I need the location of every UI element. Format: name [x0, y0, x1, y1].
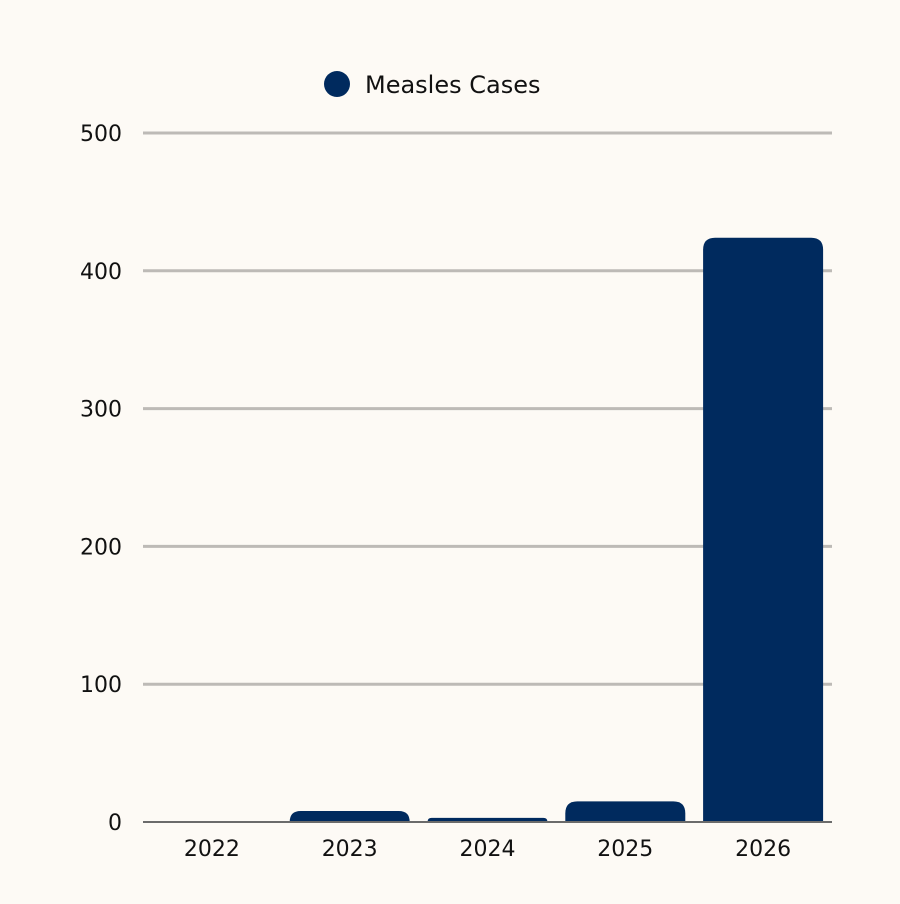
x-tick-label-2026: 2026 — [735, 837, 791, 862]
y-tick-label-100: 100 — [80, 673, 122, 698]
bar-2023 — [289, 810, 410, 822]
legend-swatch — [324, 71, 350, 97]
legend-label: Measles Cases — [365, 71, 541, 99]
y-tick-label-200: 200 — [80, 535, 122, 560]
y-tick-label-0: 0 — [108, 811, 122, 836]
bar-2024 — [427, 817, 548, 822]
x-tick-label-2023: 2023 — [322, 837, 378, 862]
x-tick-label-2025: 2025 — [597, 837, 653, 862]
y-tick-label-300: 300 — [80, 398, 122, 423]
x-tick-label-2024: 2024 — [460, 837, 516, 862]
legend: Measles Cases — [324, 71, 541, 99]
y-tick-label-500: 500 — [80, 122, 122, 147]
y-tick-label-400: 400 — [80, 260, 122, 285]
y-axis-ticks: 0 100 200 300 400 500 — [80, 122, 122, 836]
bar-2026 — [703, 237, 824, 822]
bar-2025 — [565, 801, 686, 822]
x-axis-ticks: 2022 2023 2024 2025 2026 — [184, 837, 791, 862]
bars — [289, 237, 824, 822]
x-tick-label-2022: 2022 — [184, 837, 240, 862]
